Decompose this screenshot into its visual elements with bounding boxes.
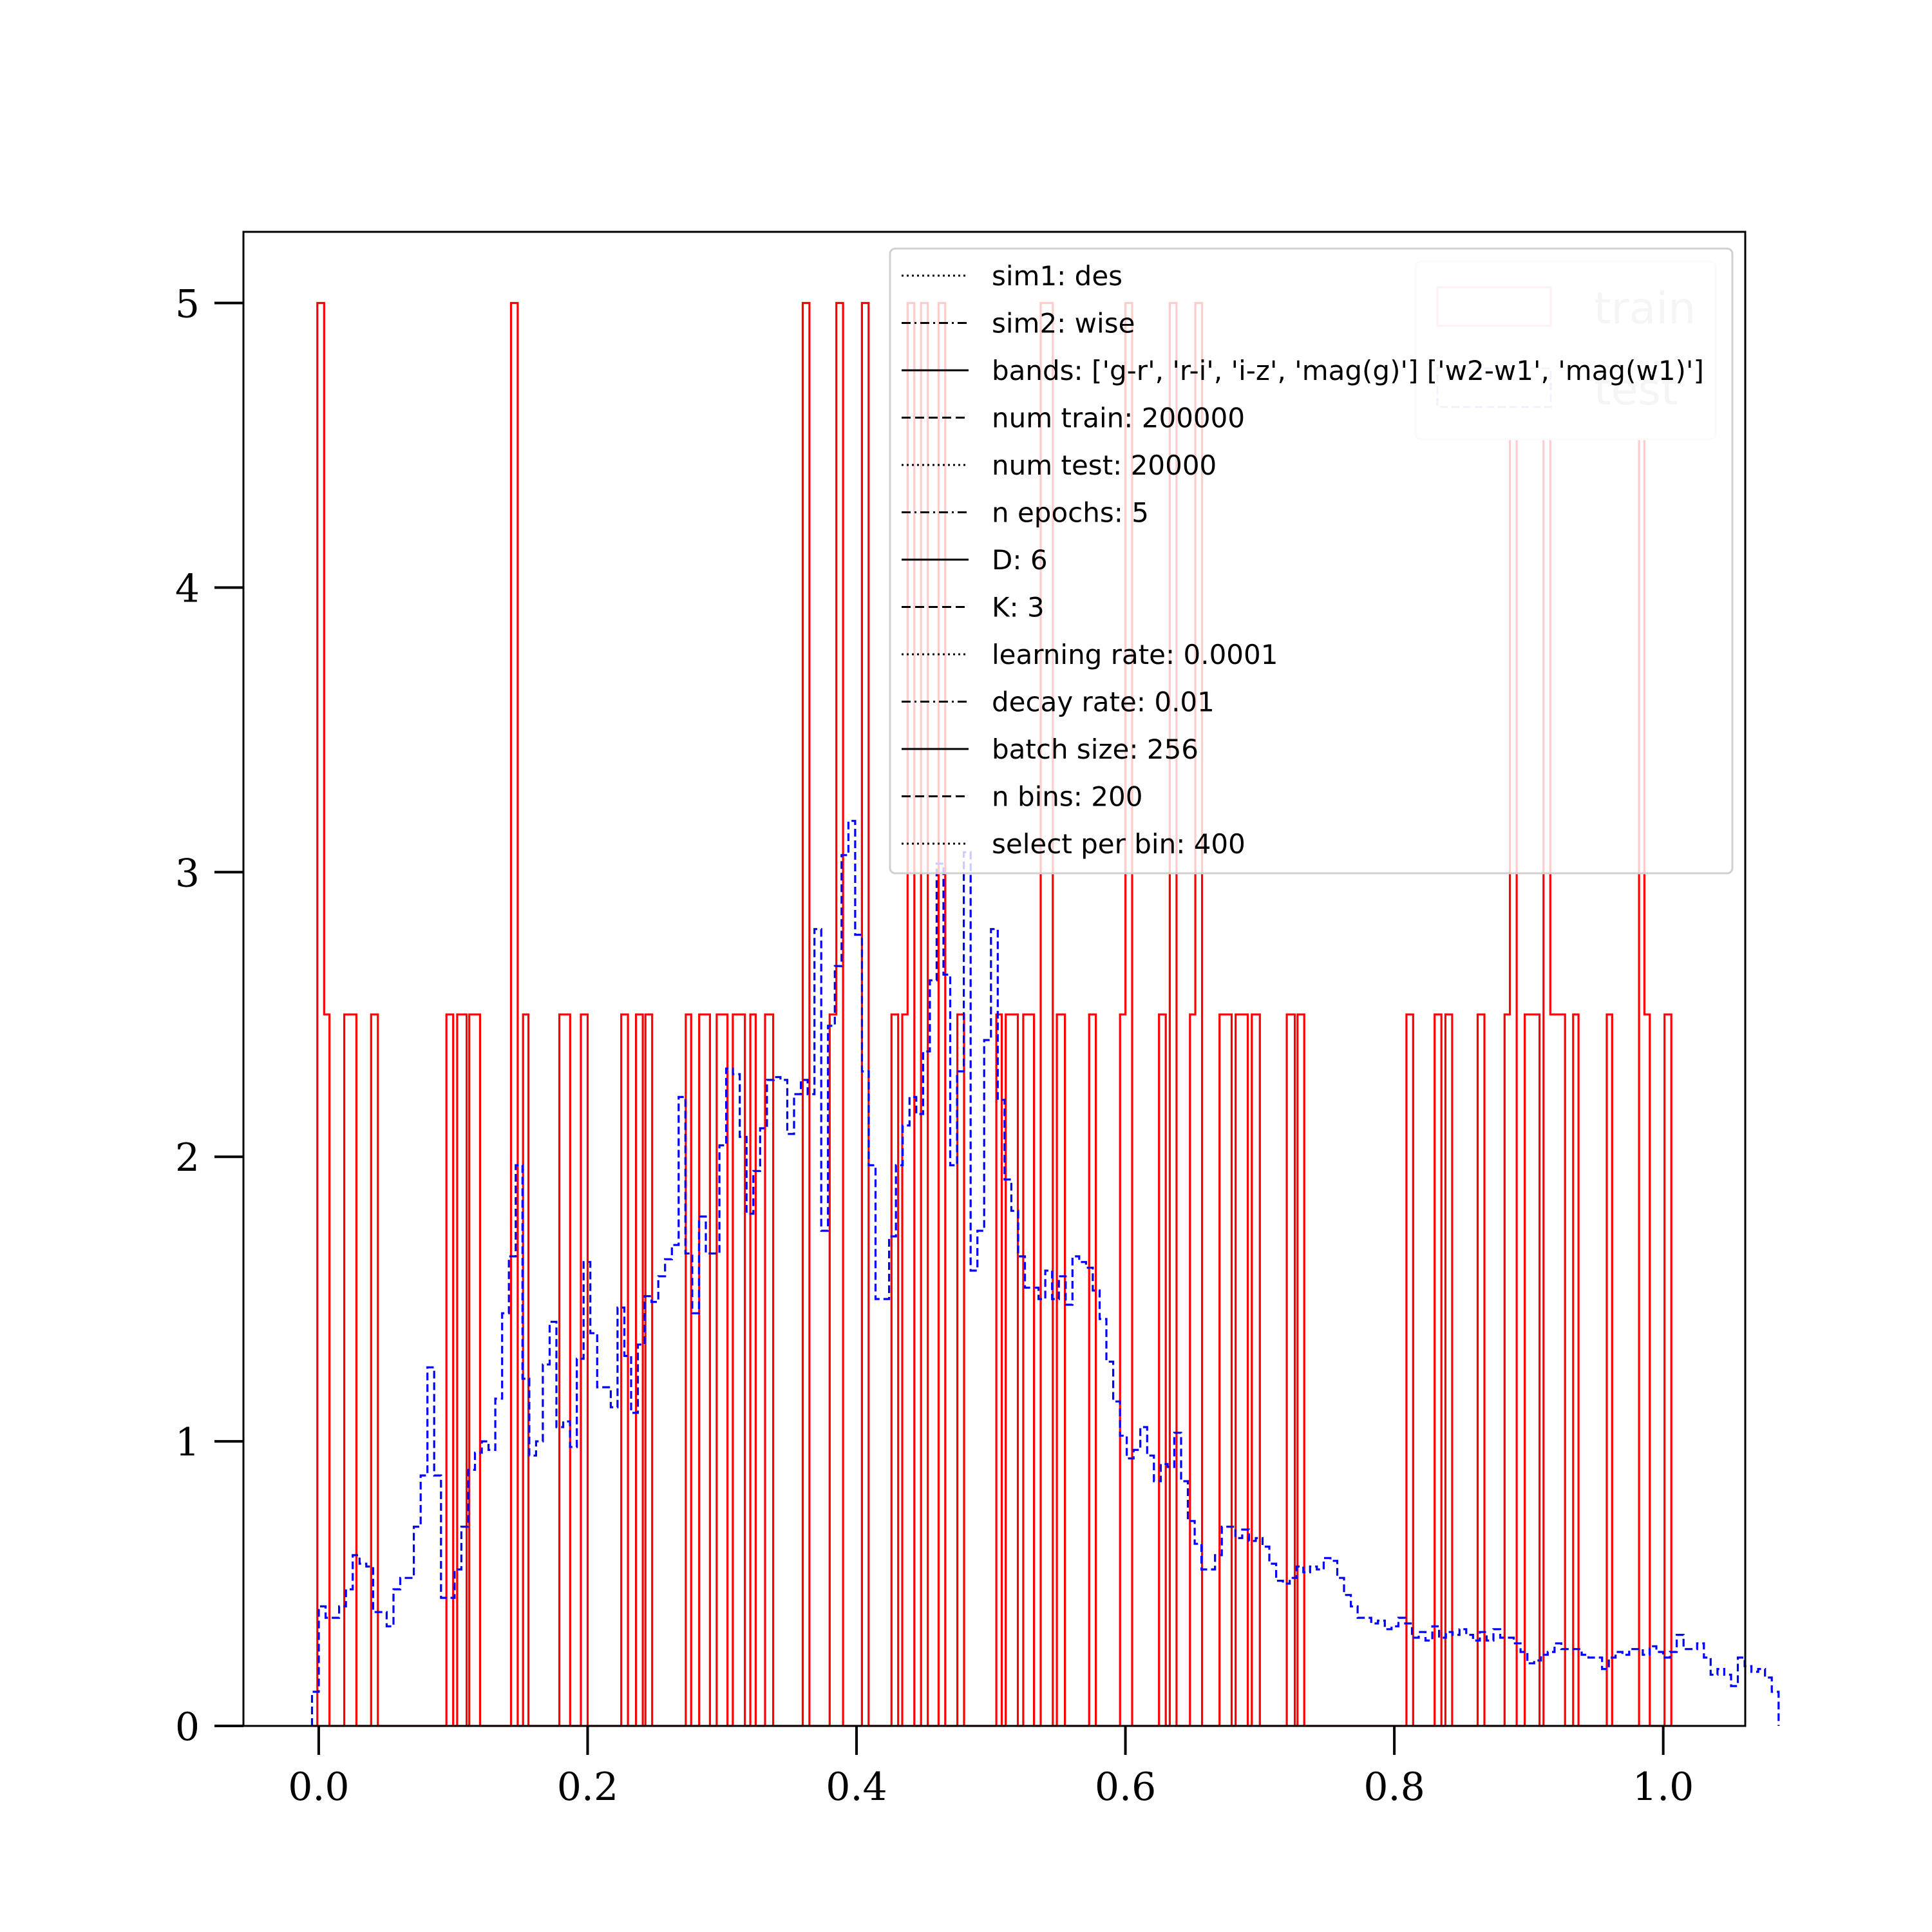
y-tick-label: 0 [175, 1705, 200, 1750]
legend-entry-label: bands: ['g-r', 'r-i', 'i-z', 'mag(g)'] [… [992, 355, 1704, 386]
x-tick-label: 0.0 [288, 1765, 349, 1810]
x-tick-label: 0.4 [826, 1765, 887, 1810]
plot-area [242, 231, 1780, 1727]
legend-entry-label: select per bin: 400 [992, 828, 1245, 860]
parameter-legend: sim1: des sim2: wise bands: ['g-r', 'r-i',… [889, 247, 1734, 875]
y-tick-label: 3 [175, 851, 200, 896]
y-tick-label: 4 [175, 566, 200, 611]
legend-entry-label: K: 3 [992, 592, 1045, 623]
series-test-outline [310, 820, 1780, 1726]
legend-entry-label: num train: 200000 [992, 402, 1245, 434]
y-tick-label: 1 [175, 1420, 200, 1465]
legend-entry-label: learning rate: 0.0001 [992, 639, 1278, 670]
legend-entry-label: decay rate: 0.01 [992, 687, 1215, 718]
legend-entry-label: sim2: wise [992, 308, 1135, 339]
legend-entry-label: batch size: 256 [992, 734, 1198, 765]
x-tick-label: 1.0 [1633, 1765, 1694, 1810]
x-tick-label: 0.8 [1363, 1765, 1425, 1810]
legend-entry-label: n bins: 200 [992, 781, 1142, 813]
legend-entry-label: n epochs: 5 [992, 497, 1149, 529]
legend-entry-label: sim1: des [992, 260, 1122, 292]
axes-frame [242, 231, 1747, 1727]
parameter-legend-frame [889, 247, 1734, 875]
y-tick-label: 5 [175, 281, 200, 327]
legend-entry-label: num test: 20000 [992, 450, 1217, 481]
legend-entry-label: D: 6 [992, 544, 1048, 576]
x-tick-label: 0.2 [557, 1765, 618, 1810]
x-axis: 0.0 0.2 0.4 0.6 0.8 1.0 [288, 1726, 1694, 1810]
y-tick-label: 2 [175, 1135, 200, 1180]
y-axis: 0 1 2 3 4 5 [175, 281, 243, 1750]
x-tick-label: 0.6 [1095, 1765, 1156, 1810]
